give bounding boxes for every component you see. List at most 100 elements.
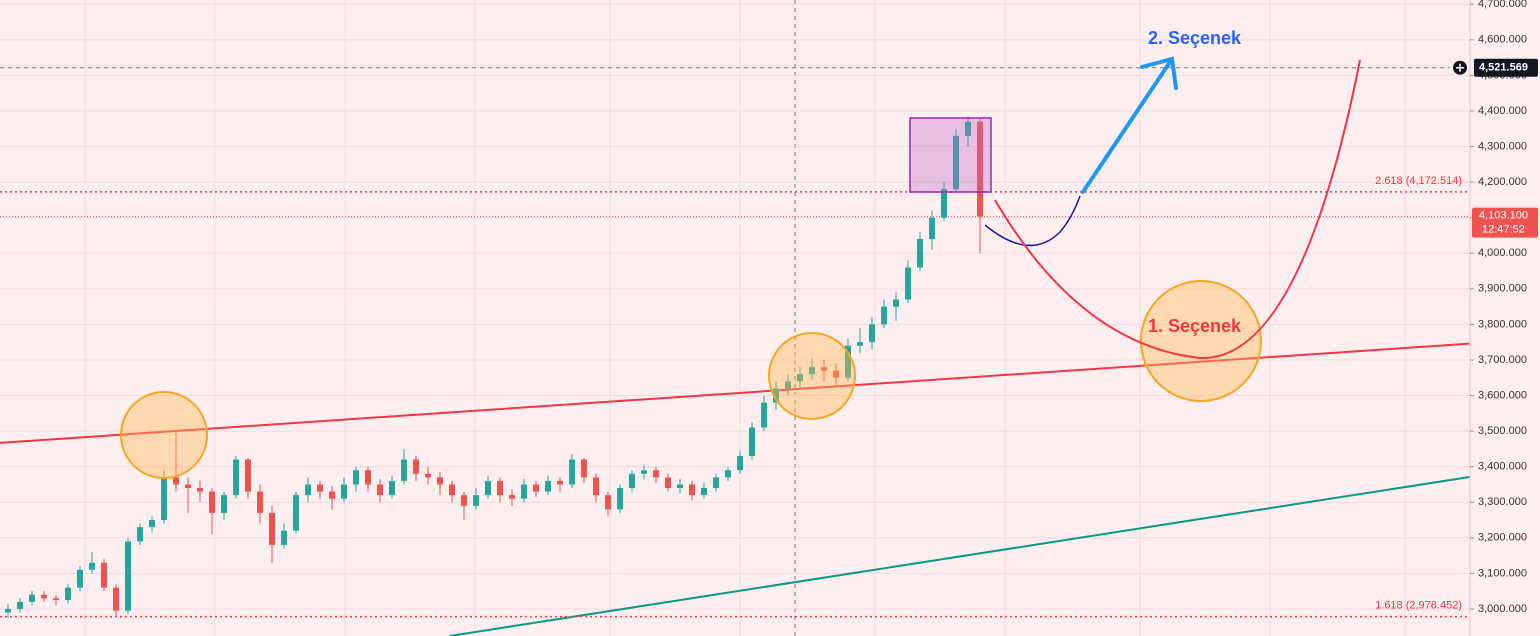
candle-body bbox=[209, 491, 215, 513]
candle-body bbox=[521, 484, 527, 499]
candle-body bbox=[797, 374, 803, 382]
candle-body bbox=[41, 594, 47, 599]
candle-body bbox=[593, 477, 599, 496]
trend-line bbox=[449, 476, 1470, 636]
last-price-label: 4,103.100 bbox=[1479, 209, 1528, 221]
y-tick-label: 3,300.000 bbox=[1478, 496, 1527, 508]
candle-body bbox=[449, 484, 455, 496]
candle-body bbox=[689, 484, 695, 496]
candle-body bbox=[545, 480, 551, 492]
y-tick-label: 3,600.000 bbox=[1478, 389, 1527, 401]
candle-body bbox=[617, 488, 623, 510]
candle-body bbox=[761, 402, 767, 428]
candle-body bbox=[425, 473, 431, 478]
candle-body bbox=[905, 267, 911, 300]
candle-body bbox=[101, 562, 107, 588]
candle-body bbox=[785, 381, 791, 389]
circle-marker bbox=[120, 391, 208, 479]
candle-body bbox=[917, 239, 923, 268]
candle-body bbox=[341, 484, 347, 499]
candle-body bbox=[329, 491, 335, 499]
candle-body bbox=[977, 121, 983, 217]
candle-body bbox=[497, 480, 503, 496]
candle-body bbox=[233, 459, 239, 496]
candle-body bbox=[749, 427, 755, 457]
price-axis-labels: 3,000.000 3,100.000 3,200.000 3,300.000 3,40… bbox=[1453, 0, 1538, 615]
candle-body bbox=[773, 388, 779, 403]
countdown-label: 12:47:52 bbox=[1482, 223, 1525, 235]
candle-body bbox=[533, 484, 539, 492]
y-tick-label: 3,400.000 bbox=[1478, 461, 1527, 473]
candle-body bbox=[77, 569, 83, 588]
candle-body bbox=[29, 594, 35, 602]
candle-body bbox=[653, 470, 659, 478]
y-tick-label: 4,300.000 bbox=[1478, 140, 1527, 152]
y-tick-label: 3,900.000 bbox=[1478, 283, 1527, 295]
candle-body bbox=[365, 470, 371, 485]
y-tick-label: 4,200.000 bbox=[1478, 176, 1527, 188]
y-tick-label: 4,000.000 bbox=[1478, 247, 1527, 259]
crosshair-label: 4,521.569 bbox=[1479, 62, 1528, 74]
candle-body bbox=[809, 367, 815, 375]
candle-body bbox=[5, 608, 11, 613]
y-tick-label: 3,800.000 bbox=[1478, 318, 1527, 330]
candle-body bbox=[293, 495, 299, 531]
candle-body bbox=[929, 217, 935, 240]
trend-line bbox=[0, 342, 1470, 444]
candle-body bbox=[893, 299, 899, 307]
candle-body bbox=[485, 480, 491, 496]
candle-body bbox=[941, 189, 947, 218]
candle-body bbox=[581, 459, 587, 478]
candle-body bbox=[113, 587, 119, 611]
price-axis bbox=[1470, 0, 1540, 636]
y-tick-label: 3,700.000 bbox=[1478, 354, 1527, 366]
candle-body bbox=[125, 541, 131, 611]
candle-body bbox=[161, 477, 167, 521]
y-tick-label: 3,500.000 bbox=[1478, 425, 1527, 437]
candle-body bbox=[149, 520, 155, 528]
candle-body bbox=[173, 477, 179, 485]
candle-body bbox=[557, 480, 563, 485]
candle-body bbox=[17, 601, 23, 609]
candle-body bbox=[317, 484, 323, 492]
candle-body bbox=[857, 342, 863, 346]
candle-body bbox=[833, 370, 839, 378]
path-curve bbox=[994, 59, 1361, 360]
candle-body bbox=[353, 470, 359, 485]
candle-body bbox=[869, 324, 875, 343]
candle-body bbox=[257, 491, 263, 513]
candle-body bbox=[953, 135, 959, 190]
candle-body bbox=[401, 459, 407, 481]
candle-body bbox=[677, 484, 683, 489]
candle-body bbox=[197, 488, 203, 492]
candle-body bbox=[629, 473, 635, 489]
y-tick-label: 4,400.000 bbox=[1478, 105, 1527, 117]
y-tick-label: 3,000.000 bbox=[1478, 603, 1527, 615]
candle-body bbox=[461, 495, 467, 506]
last-price-badge bbox=[1472, 207, 1538, 238]
candle-body bbox=[89, 562, 95, 570]
vertical-grid bbox=[84, 0, 1406, 636]
y-tick-label: 4,600.000 bbox=[1478, 34, 1527, 46]
highlight-box bbox=[909, 117, 992, 193]
candle-body bbox=[509, 495, 515, 499]
candle-body bbox=[137, 527, 143, 542]
candle-body bbox=[377, 484, 383, 496]
candle-body bbox=[269, 512, 275, 545]
fib-label: 2.618 (4,172.514) bbox=[1375, 175, 1462, 187]
candle-body bbox=[389, 480, 395, 496]
y-tick-label: 3,100.000 bbox=[1478, 567, 1527, 579]
candle-body bbox=[185, 484, 191, 489]
candle-body bbox=[701, 488, 707, 496]
candle-body bbox=[845, 345, 851, 378]
candle-body bbox=[53, 598, 59, 601]
annotation-label: 1. Seçenek bbox=[1148, 316, 1242, 336]
fib-label: 1.618 (2,978.452) bbox=[1375, 600, 1462, 612]
candle-body bbox=[473, 495, 479, 506]
candle-body bbox=[713, 477, 719, 489]
arrow bbox=[1081, 56, 1178, 194]
candle-body bbox=[65, 587, 71, 601]
candle-body bbox=[569, 459, 575, 485]
